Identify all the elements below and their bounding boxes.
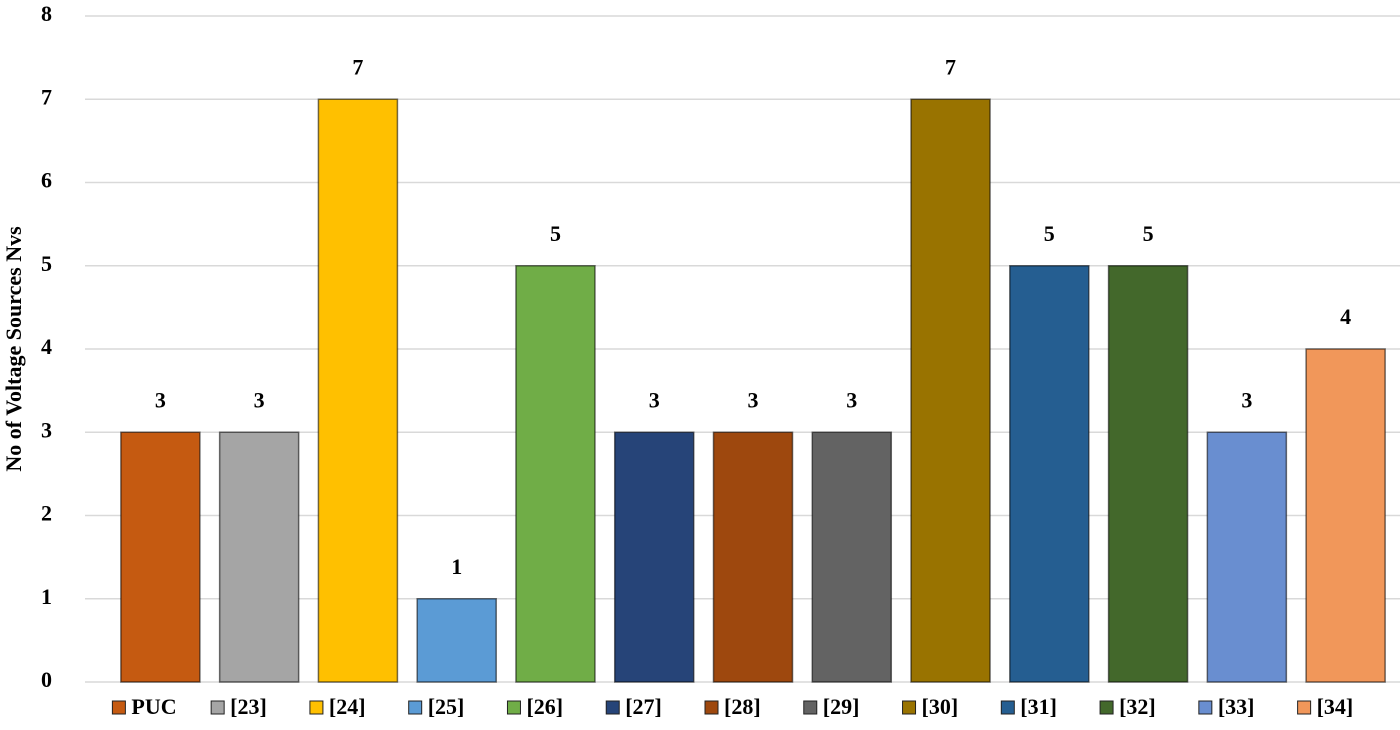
data-label: 1: [451, 554, 462, 579]
legend-swatch: [1297, 700, 1312, 715]
y-tick-label: 4: [41, 334, 52, 359]
legend-label: [24]: [329, 694, 366, 719]
bar: [910, 98, 991, 683]
bar: [1107, 265, 1189, 683]
legend-swatch: [1198, 700, 1213, 715]
bar: [613, 431, 695, 683]
y-tick-label: 3: [41, 417, 52, 442]
legend-label: [27]: [625, 694, 662, 719]
legend-swatch: [605, 700, 620, 715]
legend-swatch: [309, 700, 324, 715]
legend-label: [32]: [1119, 694, 1156, 719]
legend-label: [29]: [823, 694, 860, 719]
legend-label: [28]: [724, 694, 761, 719]
data-label: 3: [649, 387, 660, 412]
y-tick-label: 7: [41, 84, 52, 109]
legend-swatch: [902, 700, 917, 715]
legend-label: [34]: [1317, 694, 1354, 719]
legend-label: [26]: [526, 694, 563, 719]
bar: [1206, 431, 1288, 683]
data-label: 5: [1044, 221, 1055, 246]
legend-swatch: [111, 700, 126, 715]
bar: [416, 598, 497, 683]
legend-label: [25]: [428, 694, 465, 719]
data-label: 3: [748, 387, 759, 412]
legend-swatch: [1099, 700, 1114, 715]
bar: [1009, 265, 1090, 683]
legend-label: [33]: [1218, 694, 1255, 719]
y-tick-label: 0: [41, 667, 52, 692]
bar: [515, 265, 596, 683]
bar: [218, 431, 300, 683]
legend-label: PUC: [131, 694, 176, 719]
legend-swatch: [506, 700, 521, 715]
y-tick-label: 2: [41, 501, 52, 526]
data-label: 3: [254, 387, 265, 412]
y-tick-label: 8: [41, 1, 52, 26]
legend-label: [31]: [1020, 694, 1057, 719]
data-label: 3: [846, 387, 857, 412]
y-tick-label: 6: [41, 168, 52, 193]
data-label: 5: [1143, 221, 1154, 246]
legend-swatch: [704, 700, 719, 715]
legend-swatch: [210, 700, 225, 715]
legend-label: [30]: [922, 694, 959, 719]
bar: [811, 431, 893, 683]
legend-swatch: [1000, 700, 1015, 715]
legend-label: [23]: [230, 694, 267, 719]
data-label: 5: [550, 221, 561, 246]
y-axis-label: No of Voltage Sources Nvs: [1, 226, 26, 472]
data-label: 7: [945, 54, 956, 79]
data-label: 3: [1241, 387, 1252, 412]
y-tick-label: 1: [41, 584, 52, 609]
bar: [120, 431, 201, 683]
legend-swatch: [803, 700, 818, 715]
legend-swatch: [408, 700, 423, 715]
bar: [1305, 348, 1386, 683]
bar: [712, 431, 794, 683]
data-label: 4: [1340, 304, 1351, 329]
data-label: 7: [352, 54, 363, 79]
y-tick-label: 5: [41, 251, 52, 276]
bar: [317, 98, 399, 683]
data-label: 3: [155, 387, 166, 412]
